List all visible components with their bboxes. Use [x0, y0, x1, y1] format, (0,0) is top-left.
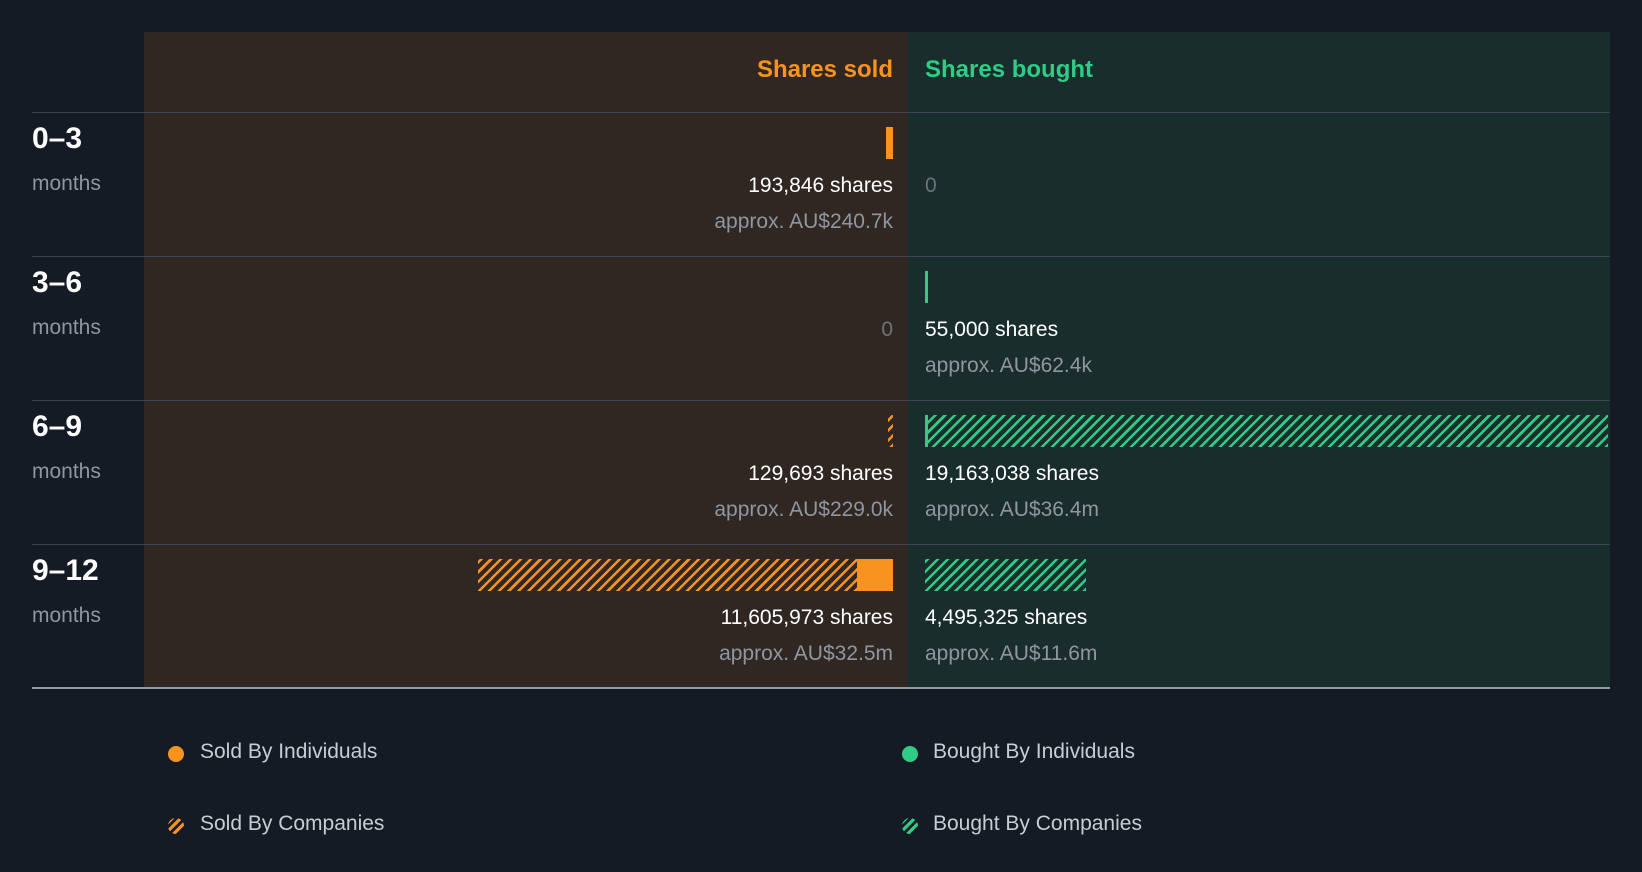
row-separator	[32, 400, 1610, 401]
bar-sold-companies	[478, 559, 858, 591]
bar-sold-individuals	[886, 127, 893, 159]
bought-shares-value: 55,000 shares	[925, 318, 1059, 341]
bar-bought-individuals	[925, 415, 928, 447]
row-separator	[32, 112, 1610, 113]
sold-approx-value: approx. AU$32.5m	[719, 642, 893, 665]
period-unit-label: months	[32, 604, 101, 627]
chart-baseline	[32, 687, 1610, 689]
header-shares-bought: Shares bought	[925, 56, 1094, 83]
legend-label-co-bought: Bought By Companies	[933, 812, 1142, 835]
period-unit-label: months	[32, 316, 101, 339]
row-separator	[32, 256, 1610, 257]
bar-sold-individuals	[857, 559, 893, 591]
period-row: 6–9 months 129,693 shares approx. AU$229.0k…	[0, 400, 1642, 544]
sold-approx-value: approx. AU$229.0k	[714, 498, 893, 521]
bar-bought-individuals	[925, 271, 928, 303]
sold-shares-value: 193,846 shares	[748, 174, 893, 197]
legend-label-co-sold: Sold By Companies	[200, 812, 385, 835]
sold-zero-value: 0	[881, 318, 893, 341]
period-label: 3–6	[32, 266, 83, 299]
period-unit-label: months	[32, 172, 101, 195]
legend-label-ind-bought: Bought By Individuals	[933, 740, 1135, 763]
period-label: 9–12	[32, 554, 99, 587]
bar-bought-companies	[925, 559, 1086, 591]
period-unit-label: months	[32, 460, 101, 483]
period-row: 3–6 months 0 55,000 shares approx. AU$62.4k	[0, 256, 1642, 400]
bought-approx-value: approx. AU$36.4m	[925, 498, 1099, 521]
legend-swatch-ind-bought	[902, 746, 918, 762]
legend-label-ind-sold: Sold By Individuals	[200, 740, 378, 763]
period-label: 0–3	[32, 122, 83, 155]
sold-shares-value: 129,693 shares	[748, 462, 893, 485]
bar-sold-companies	[888, 415, 893, 447]
bought-approx-value: approx. AU$11.6m	[925, 642, 1098, 665]
bar-bought-companies	[928, 415, 1608, 447]
bought-zero-value: 0	[925, 174, 937, 197]
legend-swatch-co-sold	[168, 818, 184, 834]
period-row: 0–3 months 193,846 shares approx. AU$240.7k…	[0, 112, 1642, 256]
bought-shares-value: 19,163,038 shares	[925, 462, 1099, 485]
period-row: 9–12 months 11,605,973 shares approx. AU$32…	[0, 544, 1642, 688]
sold-approx-value: approx. AU$240.7k	[714, 210, 893, 233]
legend-swatch-co-bought	[902, 818, 918, 834]
row-separator	[32, 544, 1610, 545]
sold-shares-value: 11,605,973 shares	[720, 606, 893, 629]
bought-approx-value: approx. AU$62.4k	[925, 354, 1092, 377]
legend-swatch-ind-sold	[168, 746, 184, 762]
period-label: 6–9	[32, 410, 83, 443]
bought-shares-value: 4,495,325 shares	[925, 606, 1088, 629]
header-shares-sold: Shares sold	[756, 56, 893, 83]
